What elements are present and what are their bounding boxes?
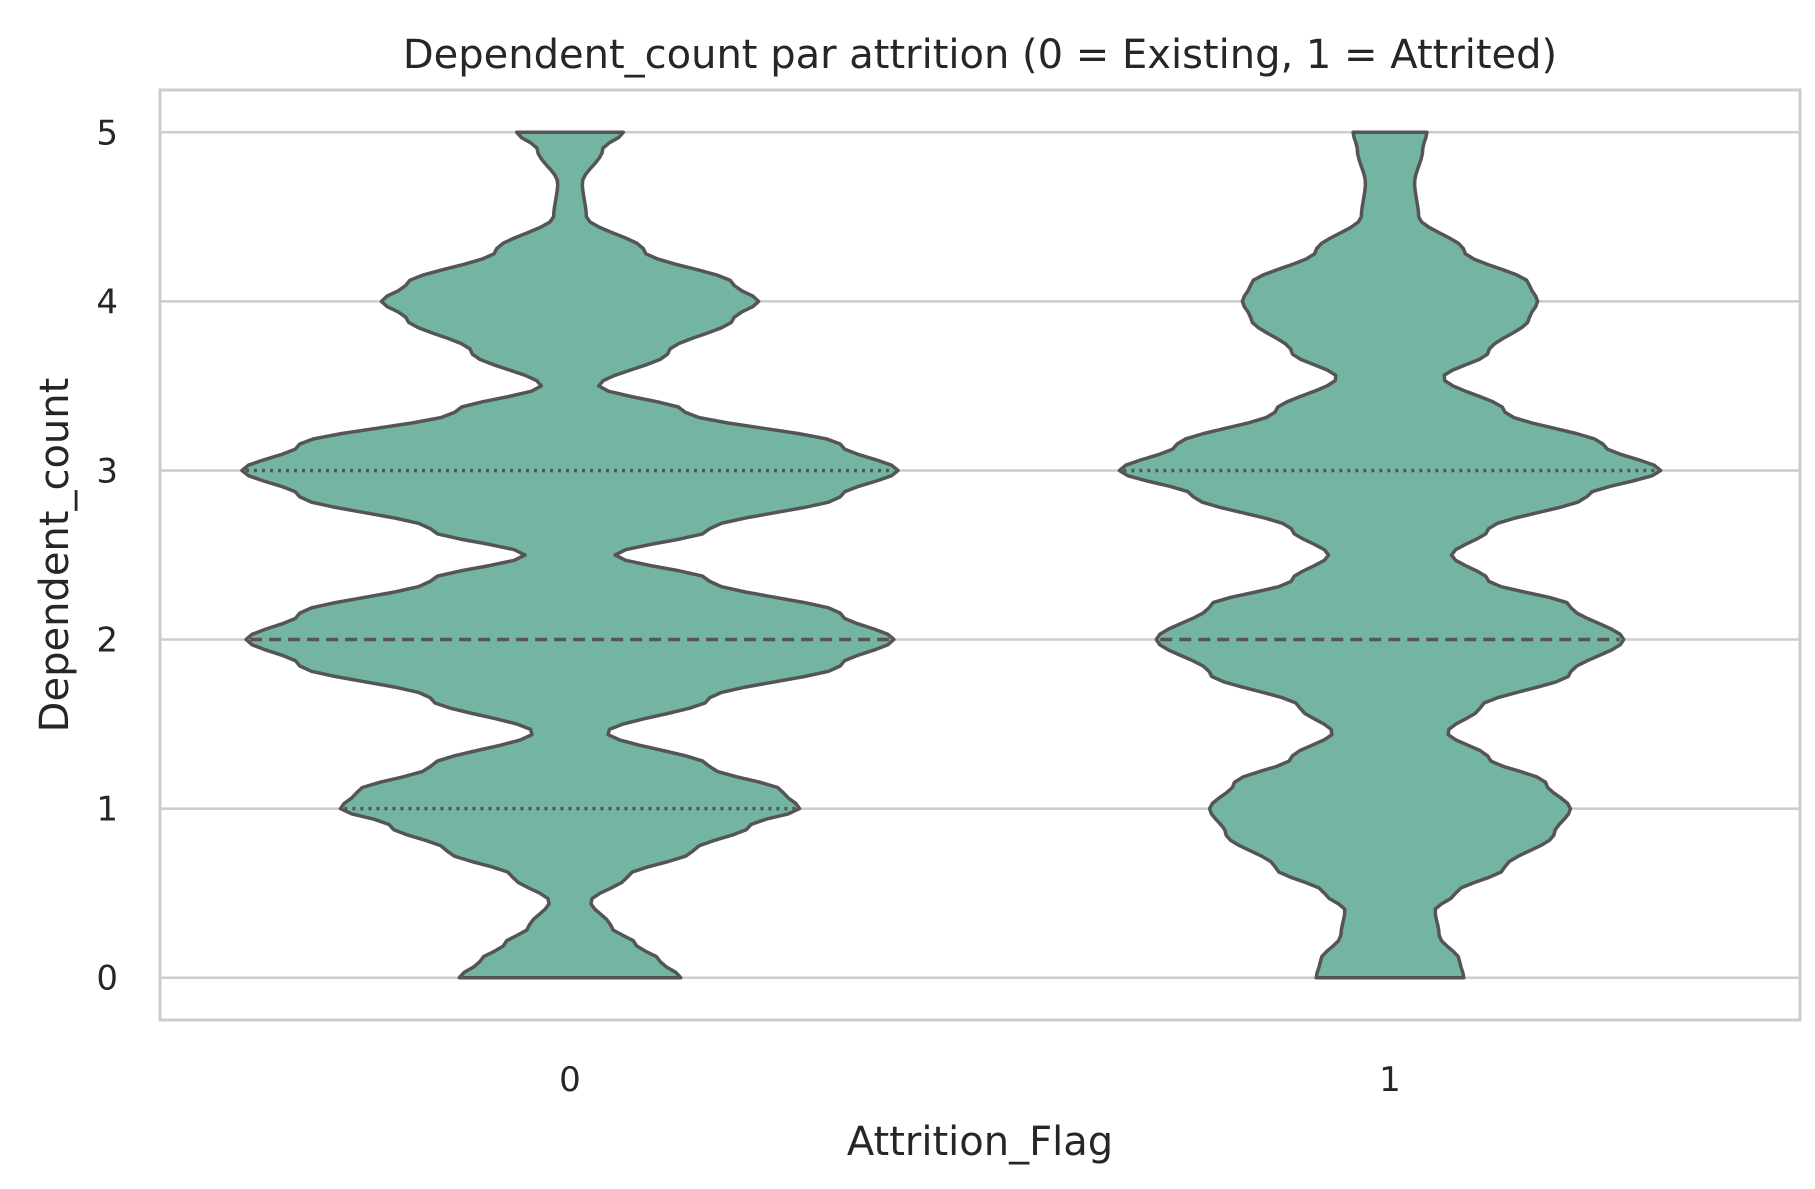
y-tick-label-2: 2	[96, 621, 118, 661]
violin-1	[1117, 130, 1663, 980]
y-tick-label-0: 0	[96, 959, 118, 999]
x-tick-label-1: 1	[1379, 1060, 1401, 1100]
violins	[240, 130, 1663, 980]
y-axis-label: Dependent_count	[32, 378, 78, 733]
grid-lines	[160, 131, 1800, 979]
y-tick-labels: 0 1 2 3 4 5	[96, 113, 118, 998]
plot-frame	[158, 88, 1802, 1022]
violin-0	[240, 130, 900, 980]
y-tick-label-4: 4	[96, 282, 118, 322]
chart-title: Dependent_count par attrition (0 = Exist…	[403, 32, 1557, 78]
y-tick-label-5: 5	[96, 113, 118, 153]
y-tick-label-1: 1	[96, 790, 118, 830]
y-tick-label-3: 3	[96, 451, 118, 491]
x-tick-label-0: 0	[559, 1060, 581, 1100]
x-axis-label: Attrition_Flag	[847, 1119, 1113, 1165]
